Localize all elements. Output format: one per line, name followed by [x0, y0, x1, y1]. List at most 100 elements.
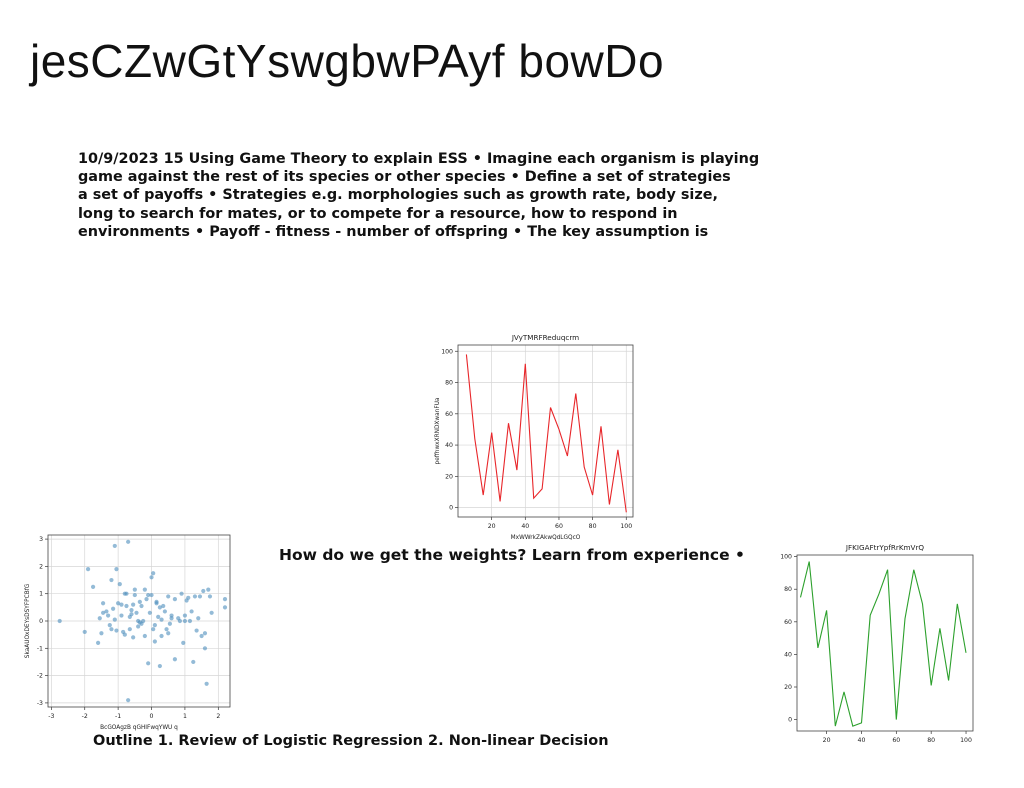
x-tick-label: 100 [620, 523, 632, 530]
scatter-point [191, 660, 195, 664]
scatter-point [206, 588, 210, 592]
y-tick-label: 20 [784, 684, 792, 691]
scatter-point [144, 597, 148, 601]
x-tick-label: 2 [216, 713, 220, 720]
scatter-point [146, 661, 150, 665]
y-tick-label: 80 [445, 380, 453, 387]
y-tick-label: 20 [445, 473, 453, 480]
scatter-point [200, 634, 204, 638]
plot-area [797, 555, 973, 731]
scatter-point [201, 589, 205, 593]
paragraph-line: a set of payoffs • Strategies e.g. morph… [78, 186, 768, 204]
y-tick-label: 60 [784, 619, 792, 626]
scatter-point [133, 593, 137, 597]
scatter-point [158, 605, 162, 609]
scatter-point [83, 630, 87, 634]
x-axis-label: MxWWrkZAkwQdLGQcO [511, 535, 581, 541]
x-tick-label: 40 [858, 737, 866, 744]
scatter-point [148, 611, 152, 615]
scatter-point [101, 601, 105, 605]
scatter-point [106, 613, 110, 617]
scatter-point [126, 698, 130, 702]
scatter-point [149, 575, 153, 579]
scatter-point [126, 540, 130, 544]
scatter-point [166, 631, 170, 635]
scatter-point [134, 611, 138, 615]
scatter-point [143, 588, 147, 592]
scatter-point [119, 613, 123, 617]
x-axis-label: BcGOAgzB qGHIFwqYWU q [100, 725, 178, 731]
scatter-point [195, 628, 199, 632]
scatter-point [158, 664, 162, 668]
scatter-point [193, 594, 197, 598]
y-tick-label: 40 [445, 442, 453, 449]
scatter-point [123, 633, 127, 637]
y-axis-label: SkaAUOxDEYsDSYFPCBfG [25, 583, 31, 658]
x-tick-label: 80 [927, 737, 935, 744]
y-tick-label: 2 [39, 563, 43, 570]
scatter-point [184, 598, 188, 602]
scatter-point [99, 631, 103, 635]
scatter-point [124, 604, 128, 608]
outline-caption: Outline 1. Review of Logistic Regression… [93, 733, 609, 749]
x-tick-label: 40 [521, 523, 529, 530]
green-line-chart: 20 40 60 80 100 0 20 40 60 80 100 JFKIGAFtrYpfRrKmV… [776, 540, 981, 745]
scatter-point [131, 635, 135, 639]
y-tick-label: 0 [788, 717, 792, 724]
x-tick-label: 1 [183, 713, 187, 720]
scatter-point [136, 624, 140, 628]
scatter-point [183, 613, 187, 617]
chart-title: JFKIGAFtrYpfRrKmVrQ [845, 543, 924, 552]
paragraph-line: long to search for mates, or to compete … [78, 205, 768, 223]
scatter-point [151, 571, 155, 575]
scatter-point [159, 634, 163, 638]
scatter-point [108, 623, 112, 627]
scatter-point [154, 600, 158, 604]
scatter-point [153, 639, 157, 643]
scatter-point [149, 593, 153, 597]
scatter-point [205, 682, 209, 686]
scatter-point [164, 627, 168, 631]
x-tick-label: 60 [555, 523, 563, 530]
x-tick-label: 20 [488, 523, 496, 530]
scatter-point [133, 588, 137, 592]
scatter-point [143, 634, 147, 638]
scatter-point [168, 622, 172, 626]
scatter-point [156, 615, 160, 619]
scatter-point [113, 544, 117, 548]
scatter-point [181, 641, 185, 645]
y-tick-label: 0 [39, 618, 43, 625]
y-tick-label: 60 [445, 411, 453, 418]
scatter-point [183, 619, 187, 623]
y-axis-label: peffhwxXRNDXwanFUa [435, 397, 441, 464]
scatter-point [151, 627, 155, 631]
scatter-point [203, 631, 207, 635]
scatter-point [173, 657, 177, 661]
x-tick-label: -1 [115, 713, 121, 720]
scatter-point [114, 567, 118, 571]
scatter-point [109, 578, 113, 582]
x-tick-label: 100 [960, 737, 972, 744]
scatter-point [119, 603, 123, 607]
body-paragraph: 10/9/2023 15 Using Game Theory to explai… [78, 150, 768, 241]
scatter-point [98, 616, 102, 620]
scatter-point [223, 605, 227, 609]
y-tick-label: 1 [39, 591, 43, 598]
scatter-point [203, 646, 207, 650]
scatter-point [166, 594, 170, 598]
y-tick-label: -1 [37, 645, 43, 652]
scatter-point [131, 603, 135, 607]
scatter-point [188, 619, 192, 623]
page-title: jesCZwGtYswgbwPAyf bowDo [30, 34, 664, 88]
scatter-point [96, 641, 100, 645]
scatter-point [138, 620, 142, 624]
scatter-point [139, 604, 143, 608]
scatter-point [198, 594, 202, 598]
scatter-point [153, 623, 157, 627]
y-tick-label: 100 [441, 348, 453, 355]
x-tick-label: 60 [892, 737, 900, 744]
y-tick-label: -3 [37, 700, 43, 707]
chart-title: JVyTMRFReduqcrm [511, 333, 579, 342]
scatter-point [129, 608, 133, 612]
scatter-point [58, 619, 62, 623]
